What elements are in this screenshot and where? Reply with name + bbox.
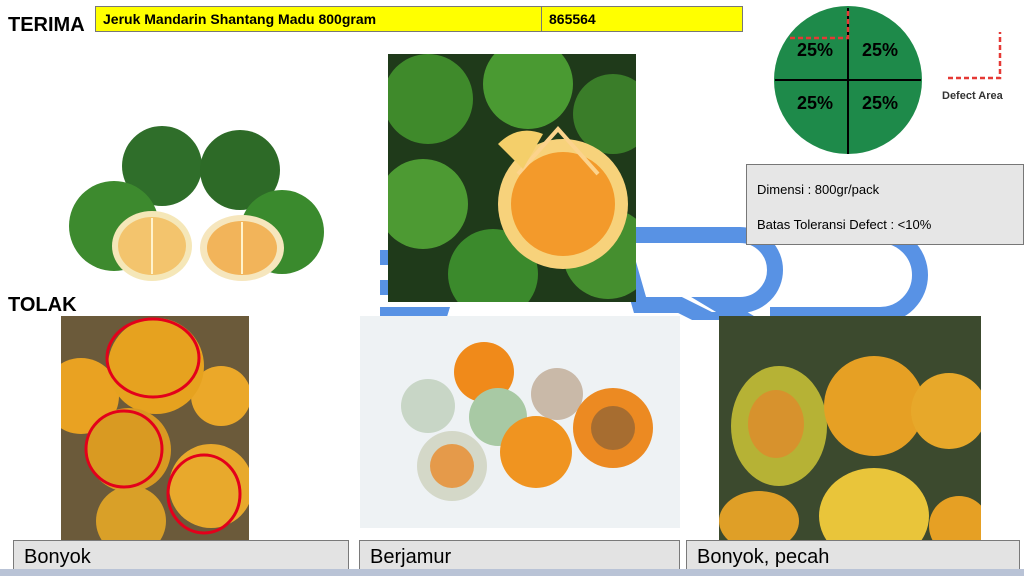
accepted-mandarins-photo (64, 118, 326, 284)
bruised-mandarins-photo (61, 316, 249, 540)
dimension-text: Dimensi : 800gr/pack (757, 182, 880, 197)
accept-label: TERIMA (8, 14, 85, 36)
bottom-bar (0, 569, 1024, 576)
quadrant-top-left: 25% (797, 40, 834, 60)
caption-bruised: Bonyok (13, 540, 349, 574)
defect-area-diagram (774, 6, 1002, 154)
peeled-mandarin-photo (388, 54, 636, 302)
spec-info-box: Dimensi : 800gr/pack Batas Toleransi Def… (746, 164, 1024, 245)
product-code: 865564 (549, 11, 596, 27)
bruised-cracked-photo (719, 316, 981, 540)
quadrant-top-right: 25% (862, 40, 899, 60)
quadrant-bottom-left: 25% (797, 93, 834, 113)
defect-area-legend: Defect Area (942, 90, 1003, 102)
quadrant-bottom-right: 25% (862, 93, 899, 113)
moldy-mandarins-photo (360, 316, 680, 528)
defect-legend-marker (948, 32, 1002, 80)
defect-marker (790, 8, 850, 40)
product-name: Jeruk Mandarin Shantang Madu 800gram (96, 7, 542, 31)
tolerance-text: Batas Toleransi Defect : <10% (757, 217, 932, 232)
product-header-table: Jeruk Mandarin Shantang Madu 800gram 865… (95, 6, 743, 32)
reject-label: TOLAK (8, 294, 77, 316)
